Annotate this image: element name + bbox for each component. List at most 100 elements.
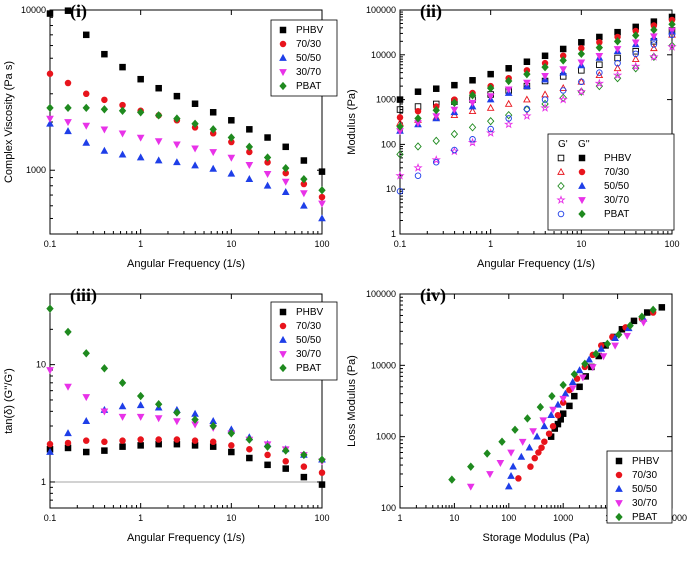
x-tick-label: 1 bbox=[138, 239, 143, 249]
data-point bbox=[533, 432, 541, 440]
data-point bbox=[511, 425, 519, 434]
legend-marker bbox=[279, 69, 287, 77]
data-point bbox=[432, 85, 440, 92]
data-point bbox=[209, 164, 218, 172]
data-point bbox=[82, 349, 90, 358]
data-point bbox=[263, 181, 272, 189]
data-point bbox=[137, 75, 144, 83]
legend: PHBV 70/30 50/50 30/70 PBAT bbox=[606, 450, 673, 524]
data-point bbox=[559, 395, 568, 403]
data-point bbox=[228, 442, 235, 449]
data-point bbox=[486, 471, 494, 479]
series-50-50-g- bbox=[396, 27, 676, 134]
data-point bbox=[523, 69, 531, 79]
data-point bbox=[432, 106, 440, 115]
data-point bbox=[487, 70, 494, 78]
data-point bbox=[592, 349, 600, 359]
data-point bbox=[505, 115, 512, 122]
data-point bbox=[668, 31, 676, 39]
x-tick-label: 0.1 bbox=[394, 239, 407, 249]
data-point bbox=[504, 99, 513, 107]
data-point bbox=[264, 451, 271, 459]
series-phbv bbox=[547, 304, 666, 440]
legend-marker bbox=[615, 471, 623, 479]
data-point bbox=[523, 95, 531, 103]
data-point bbox=[554, 411, 562, 419]
data-point bbox=[227, 133, 236, 142]
legend-label: 50/50 bbox=[296, 335, 321, 346]
y-tick-label: 10 bbox=[386, 184, 396, 194]
data-point bbox=[154, 415, 163, 423]
y-tick-label: 100 bbox=[381, 503, 396, 513]
data-point bbox=[588, 364, 597, 372]
legend-marker bbox=[279, 351, 287, 359]
legend-marker bbox=[615, 512, 623, 522]
legend-marker bbox=[279, 81, 287, 91]
data-point bbox=[46, 304, 54, 313]
data-point bbox=[504, 86, 513, 94]
data-point bbox=[596, 33, 603, 41]
data-point bbox=[539, 417, 548, 425]
data-point bbox=[632, 31, 640, 40]
data-point bbox=[64, 127, 72, 135]
y-tick-label: 100000 bbox=[366, 289, 396, 299]
data-point bbox=[300, 201, 308, 209]
data-point bbox=[509, 462, 517, 470]
x-tick-label: 10 bbox=[576, 239, 586, 249]
data-point bbox=[614, 54, 621, 62]
data-point bbox=[535, 449, 542, 456]
data-point bbox=[504, 482, 513, 490]
data-point bbox=[558, 94, 568, 104]
data-point bbox=[614, 59, 621, 67]
data-point bbox=[282, 458, 289, 465]
data-point bbox=[650, 41, 658, 48]
data-point bbox=[578, 67, 585, 74]
data-point bbox=[396, 187, 404, 195]
data-point bbox=[118, 378, 127, 387]
data-point bbox=[668, 20, 676, 29]
data-point bbox=[626, 321, 634, 330]
data-point bbox=[64, 383, 72, 391]
data-point bbox=[246, 446, 253, 453]
series-phbv-g- bbox=[396, 13, 676, 103]
x-axis-title: Storage Modulus (Pa) bbox=[483, 532, 590, 544]
data-point bbox=[136, 401, 145, 409]
data-point bbox=[191, 145, 199, 153]
data-point bbox=[536, 402, 545, 412]
data-point bbox=[450, 106, 459, 114]
series-50-50 bbox=[46, 119, 326, 222]
data-point bbox=[82, 416, 91, 424]
legend-label: PBAT bbox=[604, 209, 629, 220]
data-point bbox=[228, 117, 235, 124]
data-point bbox=[245, 142, 254, 152]
data-point bbox=[396, 114, 404, 121]
data-point bbox=[538, 444, 545, 451]
data-point bbox=[318, 193, 326, 201]
data-point bbox=[396, 106, 404, 113]
data-point bbox=[515, 475, 522, 482]
data-point bbox=[246, 126, 253, 133]
data-point bbox=[468, 107, 477, 115]
data-point bbox=[523, 105, 531, 113]
data-point bbox=[300, 450, 308, 460]
data-point bbox=[630, 317, 638, 325]
data-point bbox=[155, 84, 162, 92]
data-point bbox=[281, 187, 290, 195]
y-tick-label: 10000 bbox=[21, 5, 46, 15]
data-point bbox=[577, 59, 586, 67]
data-point bbox=[594, 78, 604, 88]
data-point bbox=[173, 114, 181, 123]
data-point bbox=[540, 103, 550, 112]
data-point bbox=[469, 136, 476, 143]
legend-marker bbox=[279, 53, 287, 61]
legend-marker bbox=[557, 181, 565, 191]
data-point bbox=[282, 465, 289, 472]
data-point bbox=[466, 483, 475, 491]
data-point bbox=[547, 411, 555, 419]
y-tick-label: 1 bbox=[41, 477, 46, 487]
data-point bbox=[540, 422, 549, 430]
x-axis-title: Angular Frequency (1/s) bbox=[477, 258, 595, 270]
legend-label: PHBV bbox=[632, 456, 660, 467]
data-point bbox=[264, 461, 271, 469]
data-point bbox=[649, 51, 659, 61]
